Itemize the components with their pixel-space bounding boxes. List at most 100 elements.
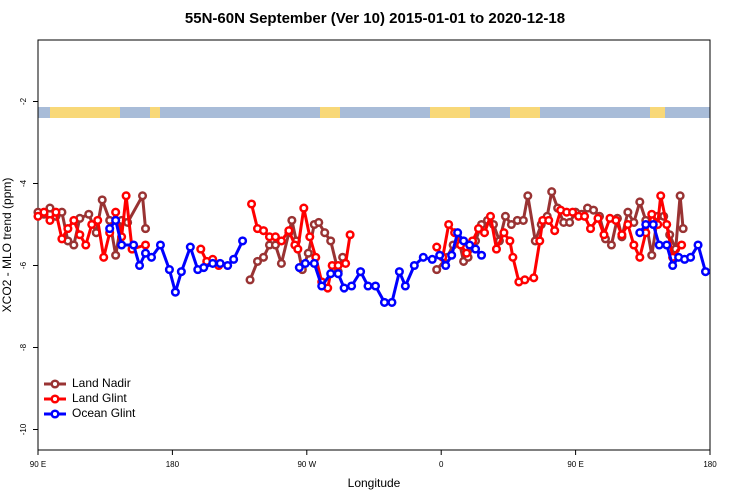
y-tick-label: -2 [19,97,28,105]
data-point [363,281,373,291]
data-point [400,281,410,291]
data-point [284,226,294,236]
data-point [550,226,560,236]
data-point [441,260,451,271]
data-point [629,240,639,250]
data-point [293,244,303,254]
data-point [648,219,658,230]
data-point [662,240,672,250]
y-axis-label: XCO2 - MLO trend (ppm) [0,178,14,313]
data-point [462,248,472,258]
data-point [199,263,209,273]
data-point [491,244,502,254]
data-point [129,240,139,250]
data-point [611,215,621,225]
data-point [668,260,678,271]
data-point [276,258,286,269]
data-point [453,228,463,238]
data-point [81,240,91,250]
data-point [258,252,269,262]
data-point [623,219,633,230]
ocean-patch [340,107,430,118]
data-point [63,224,73,234]
data-point [500,211,510,221]
data-point [176,267,186,277]
data-point [252,256,263,266]
map-strip [38,107,710,118]
data-point [121,191,131,201]
data-point [111,207,121,217]
data-point [246,199,257,209]
x-tick-label: 180 [166,460,180,469]
y-tick-label: -8 [19,343,28,351]
data-point [258,226,269,236]
data-point [185,242,195,252]
data-point [394,267,404,277]
data-point [215,258,225,269]
data-point [580,211,590,221]
data-point [635,252,645,262]
data-point [305,232,315,242]
data-point [326,269,336,279]
data-point [339,283,349,293]
legend-marker [50,379,60,389]
data-point [675,191,685,201]
data-point [111,215,121,225]
data-point [341,258,351,269]
data-point [505,236,515,246]
data-point [245,275,255,285]
data-point [518,215,528,225]
data-point [647,250,657,260]
x-tick-label: 180 [703,460,717,469]
data-point [270,240,280,250]
data-point [520,275,530,285]
data-point [105,224,115,234]
data-point [140,248,151,258]
data-point [473,224,484,234]
data-point [39,207,49,217]
data-point [300,258,310,269]
data-point [155,240,166,250]
data-point [320,228,330,238]
data-point [84,209,94,219]
data-point [432,242,442,252]
data-point [435,250,445,260]
data-point [208,258,218,269]
data-point [387,297,397,307]
data-point [287,215,297,225]
data-point [111,250,121,260]
data-point [270,232,280,242]
data-point [117,240,127,250]
ocean-patch [38,107,50,118]
data-point [635,228,645,238]
data-point [677,240,687,250]
ocean-patch [470,107,510,118]
data-point [588,205,599,215]
chart-title: 55N-60N September (Ver 10) 2015-01-01 to… [185,10,565,27]
y-tick-label: -10 [19,423,28,435]
data-point [418,252,428,262]
data-point [544,215,554,225]
data-point [45,215,55,225]
data-point [499,228,509,238]
data-point [45,203,55,213]
data-point [654,240,664,250]
data-point [309,258,319,269]
data-point [662,219,672,230]
x-axis-label: Longitude [348,476,401,490]
data-point [99,252,109,262]
x-tick-label: 90 E [567,460,583,469]
data-point [170,287,180,297]
data-point [146,252,157,262]
data-point [599,230,609,240]
data-point [700,267,711,277]
data-point [459,236,469,246]
y-tick-label: -4 [19,179,28,187]
data-point [686,252,696,262]
ocean-patch [540,107,650,118]
data-point [476,250,487,260]
data-point [51,207,61,217]
data-point [547,187,557,197]
